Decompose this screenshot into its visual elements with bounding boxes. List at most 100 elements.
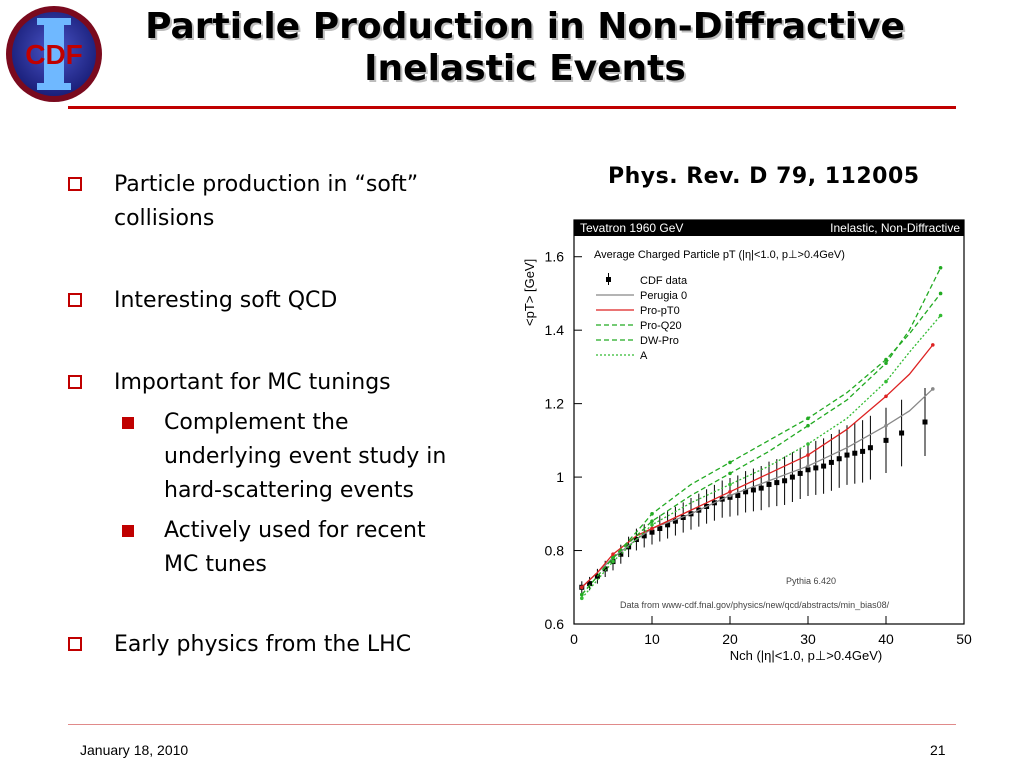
legend-label: Pro-Q20 [640,320,682,332]
data-point [750,487,756,493]
hollow-square-bullet-icon [68,293,82,307]
y-tick-label: 1 [556,469,564,485]
y-tick-label: 0.6 [545,616,565,632]
chart-header-left: Tevatron 1960 GeV [580,221,683,235]
bullet-line: Early physics from the LHC [114,632,412,657]
data-point [852,450,858,456]
series-marker [931,343,935,347]
bullet-line: Actively used for recent [164,518,426,543]
bullet-line: Particle production in “soft” [114,172,419,197]
hollow-square-bullet-icon [68,375,82,389]
filled-square-bullet-icon [122,417,134,429]
title-line-2: Inelastic Events [364,48,686,89]
x-tick-label: 20 [722,631,738,647]
bullet-line: Complement the [164,410,349,435]
data-point [782,478,788,484]
series-marker [884,379,888,384]
data-point [844,452,850,458]
x-tick-label: 30 [800,631,816,647]
series-marker [650,519,654,523]
data-point [680,514,686,520]
series-marker [728,471,732,476]
data-point [836,456,842,462]
annotation-generator: Pythia 6.420 [786,576,836,586]
sub-bullet-item: Actively used for recent MC tunes [64,514,504,582]
bullet-list: Particle production in “soft” collisions… [64,168,504,662]
legend-label: DW-Pro [640,335,679,347]
data-point [789,474,795,480]
plot-header-bar [574,220,964,236]
data-point [735,492,741,498]
series-marker [728,460,732,465]
series-marker [580,585,584,590]
x-tick-label: 50 [956,631,972,647]
series-marker [884,357,888,362]
mean-pt-chart: Tevatron 1960 GeV Inelastic, Non-Diffrac… [522,219,972,663]
x-tick-label: 40 [878,631,894,647]
annotation-source: Data from www-cdf.fnal.gov/physics/new/q… [620,600,890,610]
series-marker [728,493,732,498]
series-marker [728,482,732,487]
series-marker [884,361,888,366]
data-point [665,522,671,528]
data-point [618,551,624,557]
series-marker [806,416,810,421]
series-marker [806,423,810,428]
series-marker [611,556,615,560]
title-line-1: Particle Production in Non-Diffractive [145,6,905,47]
data-point [899,430,905,436]
logo-text: CDF [25,39,83,70]
data-point [860,448,866,454]
bullet-line: MC tunes [164,552,267,577]
series-marker [650,526,654,531]
data-point [922,419,928,425]
series-marker [580,596,584,601]
data-point [813,465,819,471]
journal-reference: Phys. Rev. D 79, 112005 [608,164,920,189]
plot-frame [573,219,965,625]
chart-header-right: Inelastic, Non-Diffractive [830,221,960,235]
data-point [602,566,608,572]
series-marker [884,423,888,428]
x-tick-label: 0 [570,631,578,647]
series-marker [650,523,654,527]
x-axis-label: Nch (|η|<1.0, p⊥>0.4GeV) [730,648,883,663]
bullet-item: Particle production in “soft” collisions [64,168,504,236]
data-point [821,463,827,469]
series-marker [650,512,654,516]
y-tick-label: 1.4 [545,322,565,338]
y-tick-label: 0.8 [545,543,565,559]
sub-bullet-item: Complement the underlying event study in… [64,406,504,508]
series-marker [611,559,615,564]
page-number: 21 [930,742,946,758]
data-point [805,467,811,473]
data-point [867,445,873,451]
data-point [766,481,772,487]
bullet-line: underlying event study in [164,444,447,469]
data-point [657,526,663,532]
footer-date: January 18, 2010 [80,742,189,758]
data-point [672,518,678,524]
data-point [883,437,889,443]
slide-title: Particle Production in Non-Diffractive I… [110,6,940,90]
footer-divider [68,724,956,725]
title-divider [68,106,956,109]
hollow-square-bullet-icon [68,177,82,191]
data-point [797,470,803,476]
series-marker [580,592,584,597]
series-marker [938,291,943,296]
data-point [649,529,655,535]
series-marker [806,464,810,468]
y-tick-label: 1.6 [545,249,565,265]
series-marker [611,552,615,557]
bullet-line: Interesting soft QCD [114,288,338,313]
data-point [727,494,733,500]
bullet-item: Early physics from the LHC [64,628,504,662]
legend-label: A [640,350,648,362]
series-marker [806,453,810,457]
data-point [641,533,647,539]
cdf-logo: CDF [6,6,102,102]
series-marker [806,442,810,446]
series-marker [938,313,943,318]
bullet-line: collisions [114,206,215,231]
